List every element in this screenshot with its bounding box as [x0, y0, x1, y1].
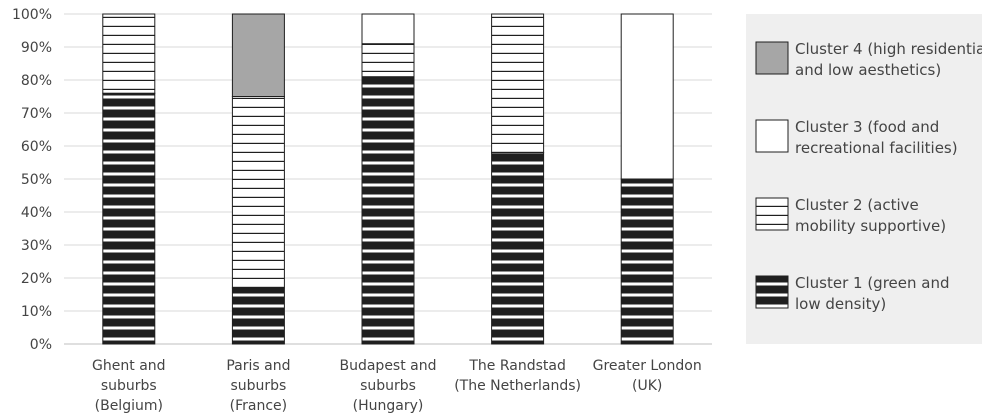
legend-label: Cluster 3 (food and recreational faciliti…	[795, 118, 958, 157]
legend-swatch	[755, 41, 789, 75]
bar-segment	[361, 13, 415, 45]
category-label: Greater London (UK)	[593, 358, 702, 394]
category-label: Ghent and suburbs (Belgium)	[92, 358, 166, 414]
legend: Cluster 4 (high residential and low aesth…	[746, 14, 982, 344]
bar-segment	[361, 43, 415, 78]
legend-swatch	[755, 197, 789, 231]
bar-segment	[231, 96, 285, 289]
x-axis-categories: Ghent and suburbs (Belgium) Paris and suburb…	[92, 358, 702, 414]
y-tick-label: 60%	[21, 139, 52, 155]
bar-segment	[491, 152, 545, 345]
bar-segment	[491, 13, 545, 154]
bar-segment	[361, 76, 415, 345]
y-tick-label: 70%	[21, 106, 52, 122]
bars	[102, 13, 674, 345]
y-tick-label: 40%	[21, 205, 52, 221]
y-axis: 0% 10% 20% 30% 40% 50% 60% 70% 80% 90% 100%	[12, 7, 712, 353]
y-tick-label: 30%	[21, 238, 52, 254]
bar-segment	[102, 13, 156, 94]
bar-segment	[620, 178, 674, 345]
bar-segment	[102, 92, 156, 345]
y-tick-label: 0%	[30, 337, 52, 353]
y-tick-label: 50%	[21, 172, 52, 188]
category-label: Paris and suburbs (France)	[226, 358, 290, 414]
legend-label: Cluster 2 (active mobility supportive)	[795, 196, 946, 235]
y-tick-label: 90%	[21, 40, 52, 56]
bar-segment	[231, 13, 285, 97]
legend-label: Cluster 1 (green and low density)	[795, 274, 949, 313]
category-label: Budapest and suburbs (Hungary)	[339, 358, 436, 414]
bar-segment	[231, 287, 285, 345]
legend-swatch	[755, 275, 789, 309]
legend-swatch	[755, 119, 789, 153]
y-tick-label: 100%	[12, 7, 52, 23]
bar-segment	[620, 13, 674, 180]
category-label: The Randstad (The Netherlands)	[454, 358, 581, 394]
y-tick-label: 20%	[21, 271, 52, 287]
y-tick-label: 80%	[21, 73, 52, 89]
y-tick-label: 10%	[21, 304, 52, 320]
legend-label: Cluster 4 (high residential and low aesth…	[795, 40, 982, 79]
